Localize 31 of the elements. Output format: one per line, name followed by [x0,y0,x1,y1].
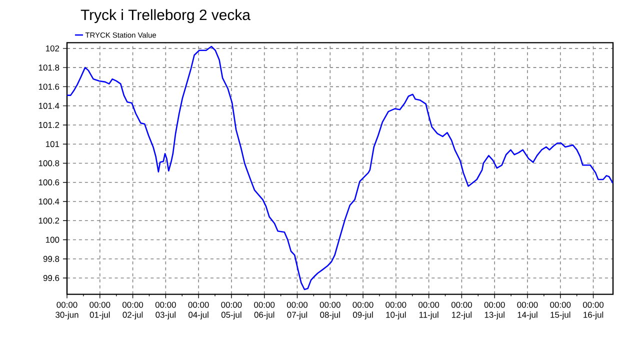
x-tick-label: 00:00 15-jul [550,302,571,320]
x-tick-label: 00:00 08-jul [320,302,340,320]
y-tick-label: 100 [46,236,60,243]
y-tick-label: 100.2 [38,218,60,224]
y-tick-label: 101.6 [38,84,60,90]
x-tick-label: 00:00 03-jul [155,302,176,320]
x-tick-label: 00:00 04-jul [188,302,209,320]
y-tick-label: 101.8 [38,64,60,71]
x-tick-label: 00:00 01-jul [90,302,110,320]
x-tick-label: 00:00 14-jul [517,302,538,320]
y-tick-label: 99.6 [43,275,60,282]
y-tick-label: 101 [46,141,60,148]
chart-title: Tryck i Trelleborg 2 vecka [80,9,250,24]
y-tick-label: 101.4 [38,102,60,109]
y-tick-label: 100.6 [38,179,60,186]
y-tick-label: 100.8 [38,160,60,166]
y-tick-label: 99.8 [43,256,60,262]
x-tick-label: 00:00 07-jul [286,302,308,320]
x-tick-label: 00:00 06-jul [254,302,275,320]
x-tick-label: 00:00 16-jul [583,302,604,320]
y-tick-label: 101.2 [38,122,60,128]
x-tick-label: 00:00 10-jul [386,302,406,320]
y-tick-label: 102 [46,45,60,52]
x-tick-label: 00:00 09-jul [352,302,374,320]
x-tick-label: 00:00 02-jul [122,302,144,320]
x-tick-label: 00:00 11-jul [418,302,440,320]
x-tick-label: 00:00 12-jul [451,302,472,320]
y-tick-label: 100.4 [38,198,60,204]
x-tick-label: 00:00 13-jul [484,302,505,320]
x-tick-label: 00:00 05-jul [221,302,242,320]
x-tick-label: 00:00 30-jun [56,302,78,320]
